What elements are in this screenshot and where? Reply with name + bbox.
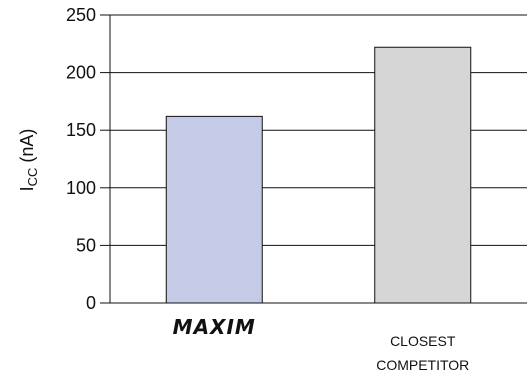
y-tick-label-50: 50	[76, 235, 96, 255]
y-tick-labels: 0 50 100 150 200 250	[66, 5, 96, 313]
bars	[165, 46, 472, 304]
bar-1	[165, 115, 263, 304]
y-axis-label-main: I	[17, 186, 37, 191]
y-tick-label-100: 100	[66, 178, 96, 198]
category-label-2-line-2: COMPETITOR	[376, 357, 469, 373]
bar-2	[374, 46, 472, 304]
category-label-2-line-1: CLOSEST	[390, 333, 456, 349]
y-axis-label-unit: (nA)	[17, 129, 37, 168]
y-axis	[100, 14, 111, 304]
y-tick-label-150: 150	[66, 120, 96, 140]
y-axis-label: ICC (nA)	[17, 129, 40, 192]
category-label-maxim-logo: MAXIM	[173, 315, 256, 339]
y-tick-label-0: 0	[86, 293, 96, 313]
category-labels: MAXIM CLOSEST COMPETITOR	[173, 315, 470, 373]
y-tick-label-250: 250	[66, 5, 96, 25]
y-axis-label-subscript: CC	[25, 168, 40, 187]
y-tick-label-200: 200	[66, 63, 96, 83]
